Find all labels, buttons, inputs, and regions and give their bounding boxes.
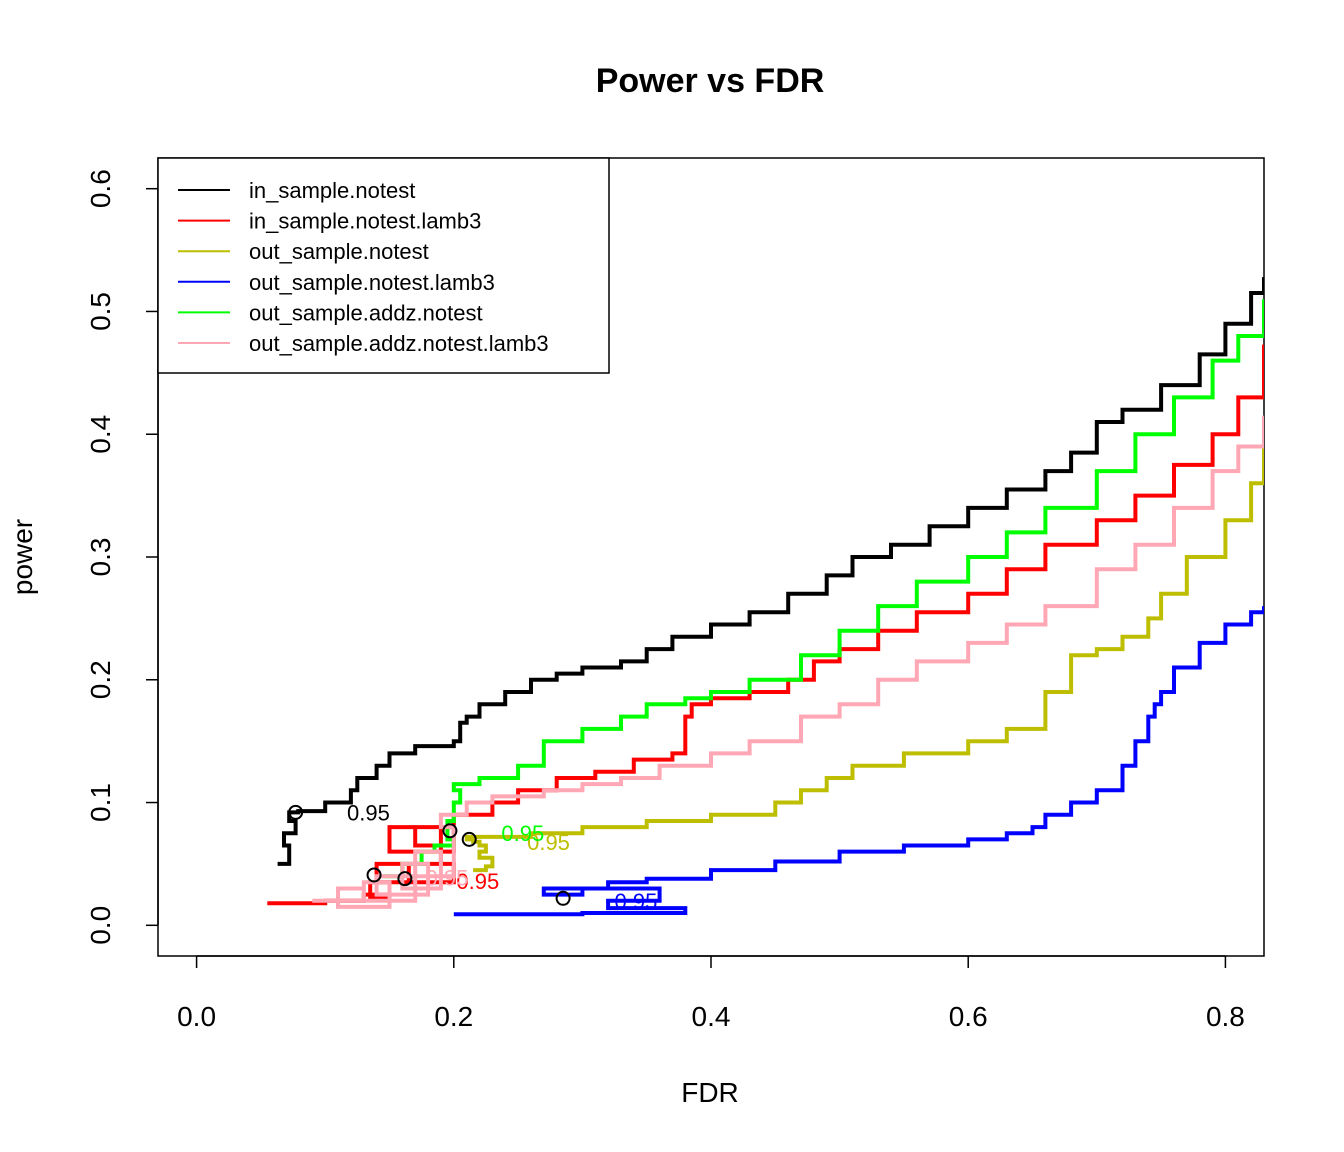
y-tick-label: 0.0 bbox=[85, 906, 116, 945]
legend-label-4: out_sample.addz.notest bbox=[249, 300, 483, 325]
legend-label-5: out_sample.addz.notest.lamb3 bbox=[249, 331, 549, 356]
x-axis-label: FDR bbox=[681, 1077, 739, 1108]
y-tick-label: 0.6 bbox=[85, 169, 116, 208]
x-tick-label: 0.8 bbox=[1206, 1001, 1245, 1032]
series-line-2 bbox=[464, 446, 1264, 873]
legend-label-3: out_sample.notest.lamb3 bbox=[249, 270, 495, 295]
series-line-3 bbox=[453, 606, 1264, 917]
series-line-4 bbox=[383, 299, 1264, 879]
marker-point-0 bbox=[288, 804, 304, 820]
series-line-0 bbox=[277, 277, 1264, 866]
series-line-5 bbox=[312, 415, 1264, 909]
marker-point-3 bbox=[555, 890, 571, 906]
y-axis: 0.0 0.1 0.2 0.3 0.4 0.5 0.6 bbox=[85, 169, 159, 945]
marker-point-2 bbox=[461, 831, 477, 847]
marker-label-0: 0.95 bbox=[347, 800, 390, 825]
y-tick-label: 0.2 bbox=[85, 660, 116, 699]
x-tick-label: 0.0 bbox=[177, 1001, 216, 1032]
marker-label-1: 0.95 bbox=[456, 869, 499, 894]
legend-label-0: in_sample.notest bbox=[249, 178, 415, 203]
marker-label-5: 0.95 bbox=[425, 865, 468, 890]
legend: in_sample.notest in_sample.notest.lamb3ou… bbox=[157, 157, 610, 374]
marker-label-3: 0.95 bbox=[615, 889, 658, 914]
series-line-1 bbox=[267, 344, 1264, 906]
marker-point-4 bbox=[442, 823, 458, 839]
marker-label-2: 0.95 bbox=[527, 830, 570, 855]
y-tick-label: 0.5 bbox=[85, 292, 116, 331]
y-tick-label: 0.1 bbox=[85, 783, 116, 822]
y-axis-label: power bbox=[7, 519, 38, 595]
marker-point-1 bbox=[397, 871, 413, 887]
chart-title: Power vs FDR bbox=[596, 62, 825, 100]
marker-layer: 0.950.950.950.950.950.95 bbox=[288, 800, 658, 914]
x-tick-label: 0.4 bbox=[692, 1001, 731, 1032]
marker-label-4: 0.95 bbox=[501, 821, 544, 846]
legend-label-2: out_sample.notest bbox=[249, 239, 429, 264]
series-layer bbox=[267, 277, 1264, 917]
x-tick-label: 0.6 bbox=[949, 1001, 988, 1032]
y-tick-label: 0.3 bbox=[85, 538, 116, 577]
legend-box bbox=[157, 157, 610, 374]
x-tick-label: 0.2 bbox=[434, 1001, 473, 1032]
marker-point-5 bbox=[366, 867, 382, 883]
y-tick-label: 0.4 bbox=[85, 415, 116, 454]
x-axis: 0.0 0.2 0.4 0.6 0.8 bbox=[177, 955, 1245, 1032]
legend-label-1: in_sample.notest.lamb3 bbox=[249, 209, 481, 234]
